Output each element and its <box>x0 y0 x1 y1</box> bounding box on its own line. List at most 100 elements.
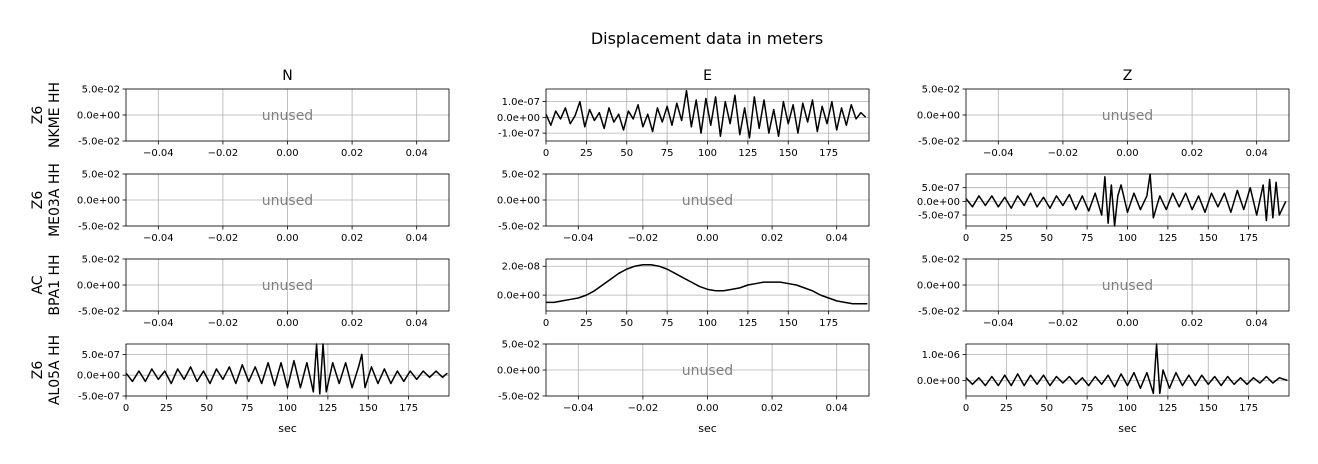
row-label-line1: Z6 <box>30 191 46 210</box>
x-tick-label: 25 <box>580 318 593 329</box>
x-tick-label: 50 <box>620 318 633 329</box>
x-tick-label: 100 <box>278 403 297 414</box>
panel-r2-z: unused −0.04 −0.02 0.00 0.02 0.04 5.0e-02 0.0e+… <box>917 255 1290 329</box>
x-tick-label: −0.02 <box>628 233 659 244</box>
x-tick-label: −0.02 <box>208 318 239 329</box>
y-tick-label: 0.0e+00 <box>497 291 540 302</box>
x-axis-label-n: sec <box>278 422 297 435</box>
x-tick-label: 0.04 <box>406 148 428 159</box>
unused-label: unused <box>1102 278 1153 294</box>
x-tick-label: 0.00 <box>696 233 718 244</box>
x-tick-label: 25 <box>1000 233 1013 244</box>
x-tick-label: −0.02 <box>1048 148 1079 159</box>
unused-label: unused <box>262 108 313 124</box>
y-tick-label: -5.0e-02 <box>498 222 540 233</box>
x-tick-label: 0.04 <box>1246 318 1268 329</box>
x-tick-label: 0.02 <box>341 318 363 329</box>
unused-label: unused <box>262 278 313 294</box>
figure-title: Displacement data in meters <box>591 29 823 48</box>
x-tick-label: 0 <box>123 403 129 414</box>
y-tick-label: 5.0e-02 <box>82 255 120 266</box>
x-tick-label: 175 <box>1239 233 1258 244</box>
row-label-1: Z6 ME03A HH <box>30 163 63 237</box>
x-tick-label: 175 <box>819 318 838 329</box>
x-tick-label: −0.04 <box>143 233 174 244</box>
x-tick-label: 0 <box>543 148 549 159</box>
panel-r1-n: unused −0.04 −0.02 0.00 0.02 0.04 5.0e-02 0.0e+… <box>77 170 450 244</box>
x-tick-label: 100 <box>1118 233 1137 244</box>
row-label-line1: AC <box>30 275 46 294</box>
panel-r1-e: unused −0.04 −0.02 0.00 0.02 0.04 5.0e-02 0.0e+… <box>497 170 870 244</box>
y-tick-label: -5.0e-07 <box>918 211 960 222</box>
x-tick-label: −0.04 <box>983 148 1014 159</box>
y-tick-label: -1.0e-07 <box>498 129 540 140</box>
x-tick-label: 75 <box>1081 403 1094 414</box>
x-tick-label: 0.02 <box>761 403 783 414</box>
y-tick-label: 0.0e+00 <box>77 196 120 207</box>
y-tick-label: 0.0e+00 <box>497 196 540 207</box>
x-tick-label: 0 <box>543 318 549 329</box>
x-tick-label: 125 <box>1158 403 1177 414</box>
x-tick-label: 25 <box>160 403 173 414</box>
x-tick-label: 75 <box>1081 233 1094 244</box>
x-tick-label: −0.04 <box>143 318 174 329</box>
trace-line <box>546 264 868 305</box>
y-tick-label: 0.0e+00 <box>497 113 540 124</box>
x-tick-label: 150 <box>779 318 798 329</box>
x-tick-label: 0.04 <box>406 233 428 244</box>
x-tick-label: 0.02 <box>1181 148 1203 159</box>
x-tick-label: −0.02 <box>208 148 239 159</box>
x-tick-label: 0.00 <box>276 318 298 329</box>
y-tick-label: 5.0e-02 <box>922 255 960 266</box>
y-tick-label: -5.0e-02 <box>78 222 120 233</box>
x-tick-label: 125 <box>738 148 757 159</box>
y-tick-label: 5.0e-02 <box>502 170 540 181</box>
x-tick-label: 100 <box>698 148 717 159</box>
x-tick-label: 0.00 <box>696 403 718 414</box>
x-tick-label: −0.02 <box>208 233 239 244</box>
y-tick-label: 5.0e-02 <box>82 170 120 181</box>
trace-line <box>965 173 1287 227</box>
y-tick-label: 5.0e-07 <box>922 183 960 194</box>
y-tick-label: 0.0e+00 <box>917 281 960 292</box>
x-tick-label: 0.00 <box>276 148 298 159</box>
panel-r0-e: 0 25 50 75 100 125 150 175 1.0e-07 0.0e+00 -1.0e-0… <box>497 88 870 159</box>
y-tick-label: -5.0e-02 <box>498 392 540 403</box>
x-tick-label: 0.00 <box>1116 318 1138 329</box>
y-tick-label: -5.0e-02 <box>78 307 120 318</box>
y-tick-label: -5.0e-02 <box>918 307 960 318</box>
x-tick-label: 50 <box>200 403 213 414</box>
x-tick-label: 0.04 <box>826 233 848 244</box>
x-tick-label: 150 <box>1199 233 1218 244</box>
x-tick-label: 0 <box>963 233 969 244</box>
x-tick-label: 100 <box>1118 403 1137 414</box>
y-tick-label: 1.0e-06 <box>922 350 960 361</box>
x-axis-label-z: sec <box>1118 422 1137 435</box>
x-tick-label: −0.04 <box>563 233 594 244</box>
x-tick-label: 125 <box>738 318 757 329</box>
y-tick-label: 0.0e+00 <box>77 371 120 382</box>
panel-r2-e: 0 25 50 75 100 125 150 175 2.0e-08 0.0e+00 <box>497 258 870 329</box>
panel-r3-z: 0 25 50 75 100 125 150 175 1.0e-06 0.0e+00 <box>917 343 1290 414</box>
row-label-line2: NKME HH <box>47 82 63 148</box>
y-tick-label: -5.0e-02 <box>78 137 120 148</box>
x-tick-label: 0.00 <box>276 233 298 244</box>
x-tick-label: 0.00 <box>1116 148 1138 159</box>
x-tick-label: 25 <box>580 148 593 159</box>
x-tick-label: 50 <box>1040 403 1053 414</box>
x-tick-label: −0.04 <box>983 318 1014 329</box>
x-tick-label: 150 <box>359 403 378 414</box>
trace-line <box>965 343 1288 395</box>
y-tick-label: 0.0e+00 <box>917 376 960 387</box>
y-tick-label: 0.0e+00 <box>77 111 120 122</box>
y-tick-label: -5.0e-07 <box>78 392 120 403</box>
panel-r3-n: 0 25 50 75 100 125 150 175 5.0e-07 0.0e+00 -5.0e-0… <box>77 343 450 414</box>
y-tick-label: 0.0e+00 <box>497 366 540 377</box>
x-tick-label: −0.02 <box>628 403 659 414</box>
unused-label: unused <box>682 363 733 379</box>
x-tick-label: 150 <box>1199 403 1218 414</box>
x-tick-label: 0 <box>963 403 969 414</box>
column-title-n: N <box>282 68 292 84</box>
x-tick-label: 175 <box>819 148 838 159</box>
